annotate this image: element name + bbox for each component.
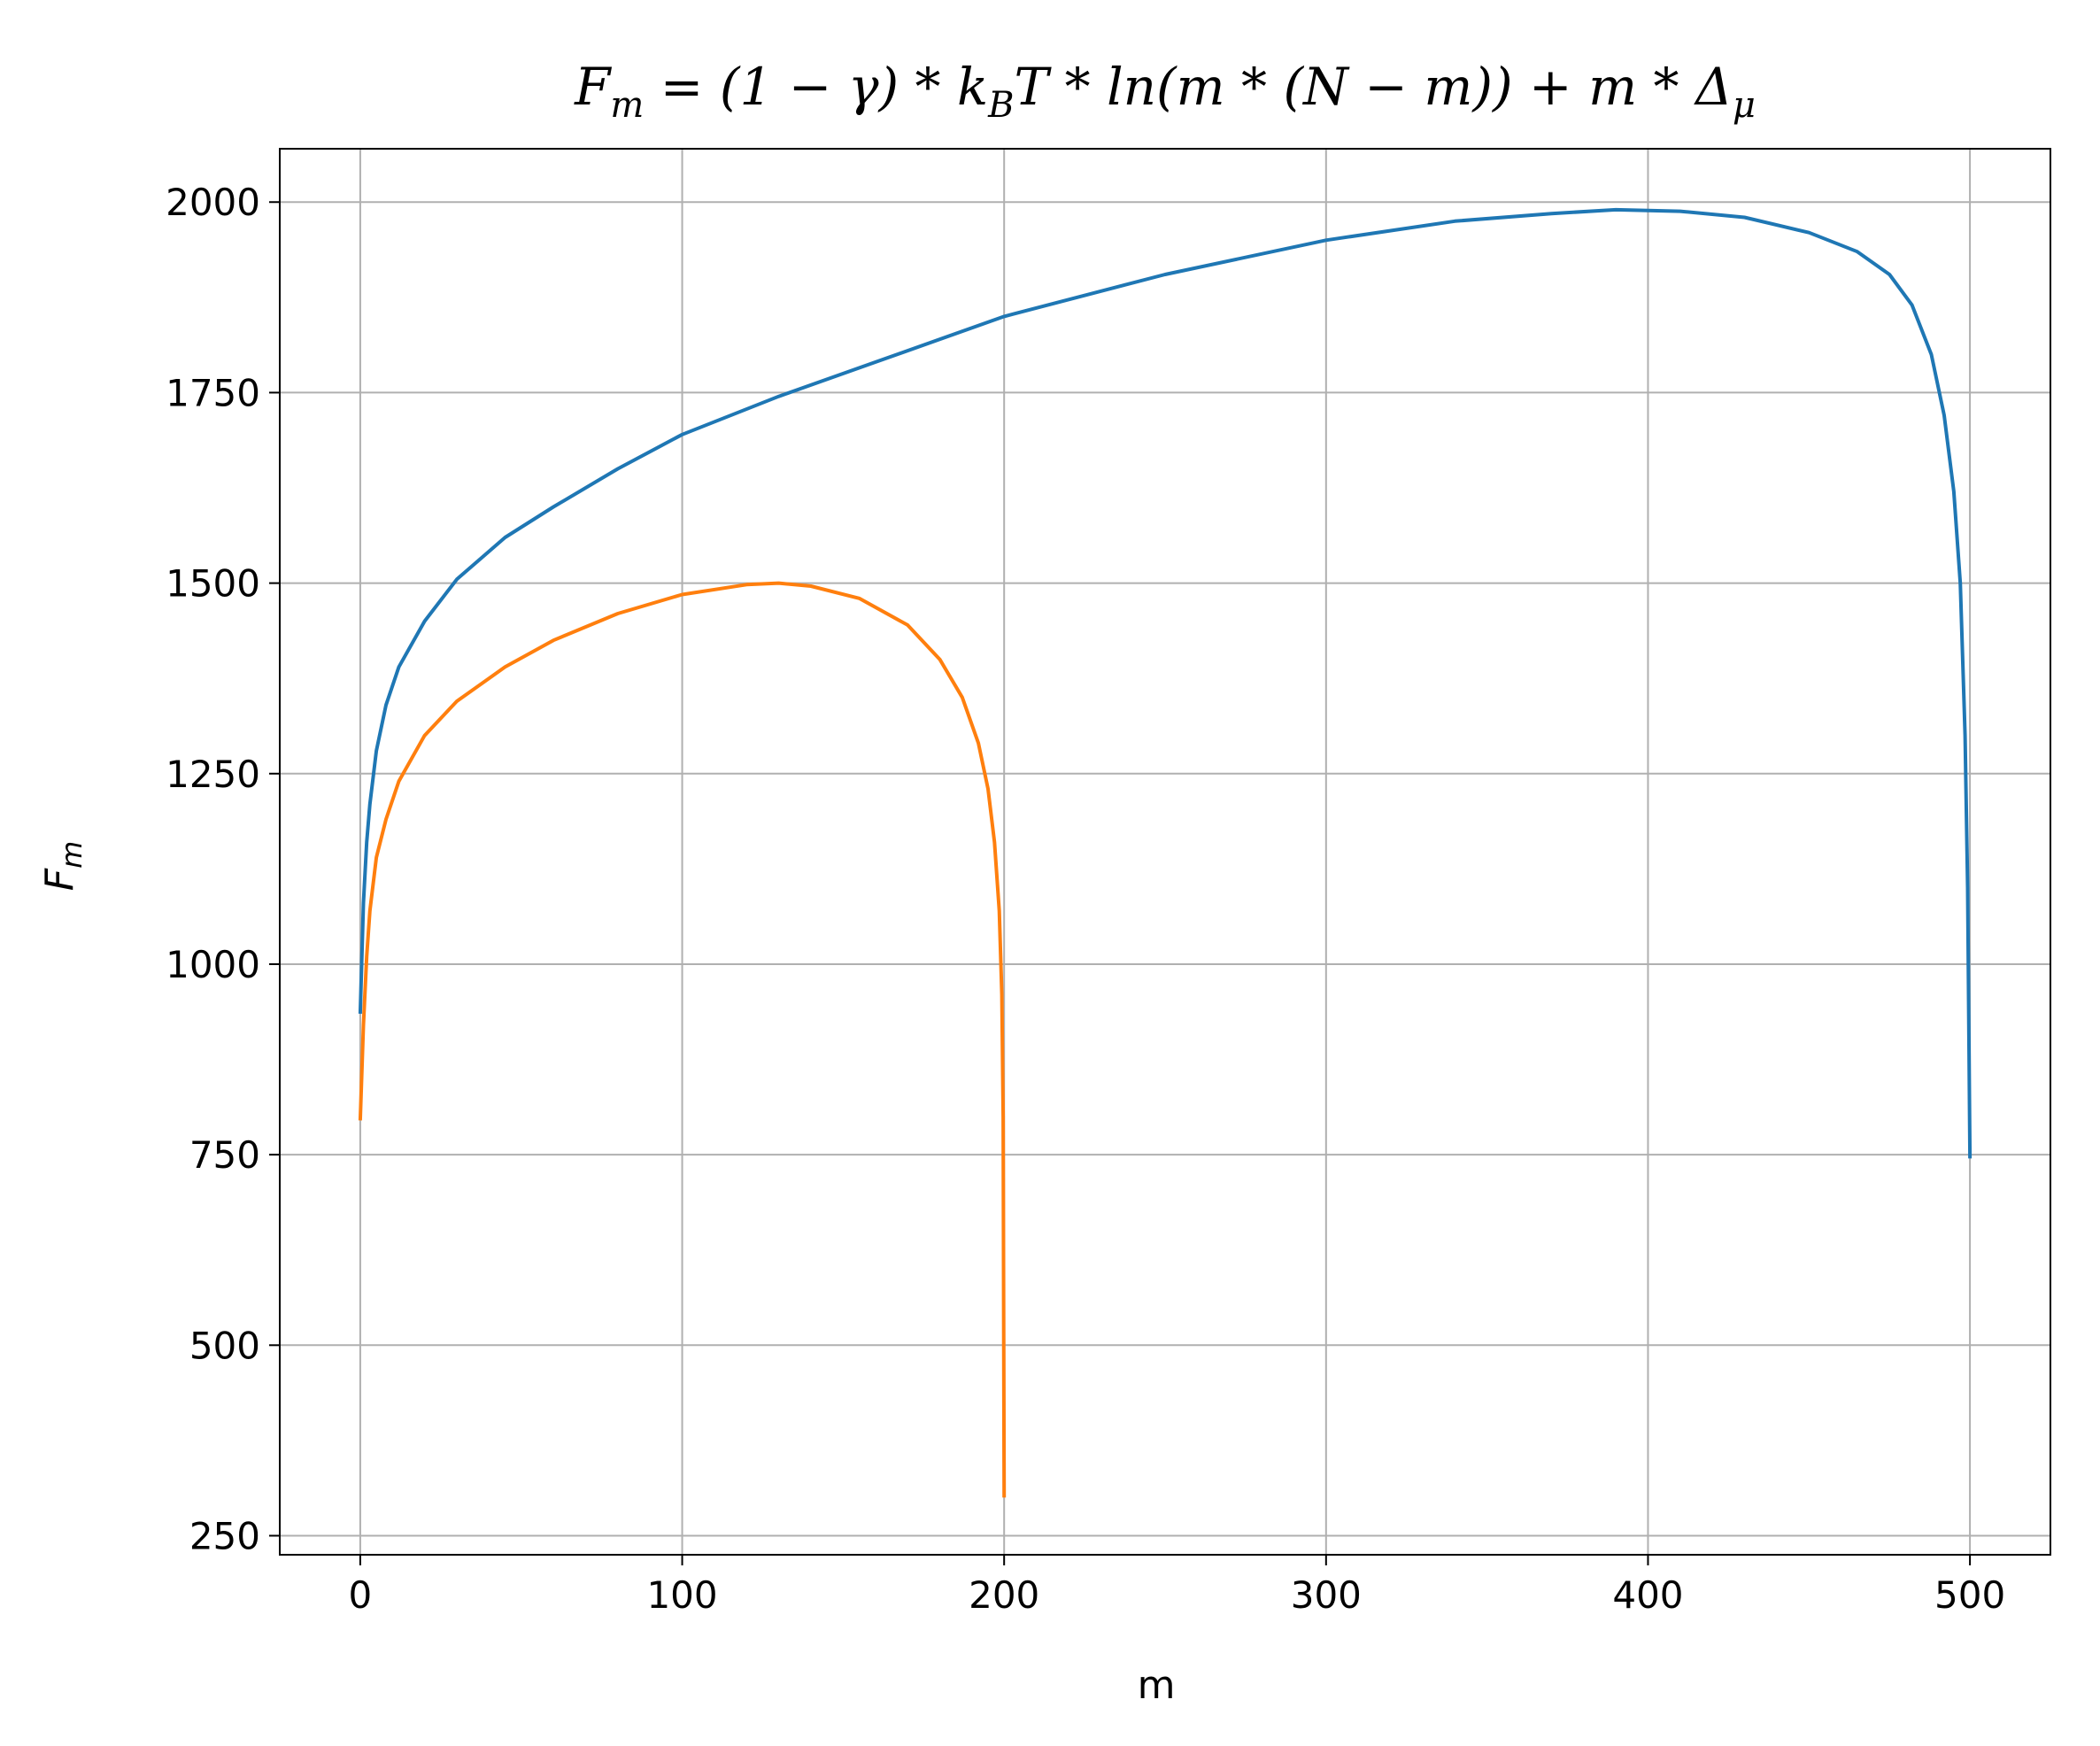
x-tick-label: 400 — [1612, 1573, 1683, 1617]
y-tick-label: 2000 — [166, 181, 260, 224]
x-tick-label: 0 — [349, 1573, 373, 1617]
title-f: F — [574, 57, 612, 117]
y-tick-label: 1500 — [166, 562, 260, 606]
title-f-subscript: m — [610, 85, 644, 126]
y-tick-label: 1750 — [166, 371, 260, 414]
x-tick-label: 200 — [969, 1573, 1039, 1617]
y-label-subscript: m — [55, 841, 89, 869]
title-delta-subscript: μ — [1733, 85, 1756, 126]
title-mid-2: T * ln(m * (N − m)) + m * Δ — [1015, 57, 1733, 117]
axis-ticks: 0 100 200 300 400 500 250 500 750 1000 1250 1500 175… — [166, 181, 2005, 1617]
y-tick-label: 1000 — [166, 943, 260, 986]
chart-title: Fm = (1 − γ) * kBT * ln(m * (N − m)) + m… — [574, 57, 1756, 126]
series-layer — [358, 207, 1973, 1498]
x-axis-label: m — [1138, 1663, 1176, 1708]
title-k-subscript: B — [987, 85, 1014, 126]
y-label-main: F — [37, 868, 82, 891]
plot-area-frame — [279, 148, 2051, 1556]
x-tick-label: 300 — [1291, 1573, 1362, 1617]
y-axis-label: Fm — [37, 841, 89, 891]
grid-lines — [280, 149, 2050, 1555]
y-tick-label: 500 — [189, 1324, 260, 1367]
series-line-2 — [358, 581, 1007, 1498]
series-line-1 — [358, 207, 1973, 1159]
x-tick-label: 100 — [646, 1573, 717, 1617]
y-tick-label: 750 — [189, 1133, 260, 1177]
x-tick-label: 500 — [1934, 1573, 2005, 1617]
title-mid-1: = (1 − γ) * k — [644, 57, 988, 117]
y-tick-label: 250 — [189, 1514, 260, 1557]
y-tick-label: 1250 — [166, 753, 260, 796]
